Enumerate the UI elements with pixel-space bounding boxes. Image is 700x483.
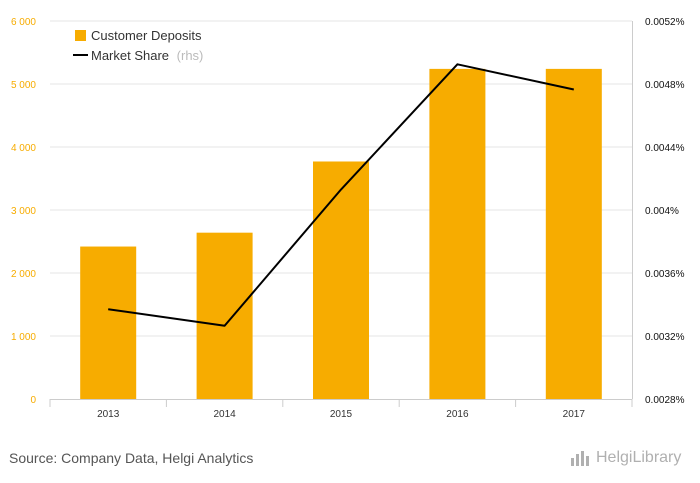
- legend-label-deposits: Customer Deposits: [91, 28, 202, 43]
- left-tick-label: 6 000: [11, 17, 36, 28]
- right-tick-label: 0.004%: [645, 206, 679, 217]
- bar-2017: [545, 68, 602, 399]
- right-tick-label: 0.0032%: [645, 332, 685, 343]
- left-tick-label: 3 000: [11, 206, 36, 217]
- bar-2016: [429, 68, 486, 399]
- chart: 2013 2014 2015 2016 2017 0 1 000 2 000 3 000 4 0…: [11, 17, 685, 420]
- left-axis: 0 1 000 2 000 3 000 4 000 5 000 6 000: [11, 17, 36, 406]
- right-tick-label: 0.0052%: [645, 17, 685, 28]
- left-tick-label: 5 000: [11, 80, 36, 91]
- brand-logo-text: HelgiLibrary: [596, 449, 682, 466]
- line-series: [108, 63, 575, 327]
- right-tick-label: 0.0036%: [645, 269, 685, 280]
- bar-2013: [80, 246, 137, 399]
- x-tick-label-2015: 2015: [330, 409, 353, 420]
- bars-logo-icon: [571, 451, 589, 466]
- x-tick-label-2016: 2016: [446, 409, 469, 420]
- x-tick-label-2014: 2014: [213, 409, 236, 420]
- legend-swatch-deposits: [75, 30, 86, 41]
- legend[interactable]: Customer Deposits Market Share (rhs): [73, 28, 203, 63]
- left-tick-label: 2 000: [11, 269, 36, 280]
- bar-2014: [196, 232, 253, 399]
- left-tick-label: 1 000: [11, 332, 36, 343]
- source-note: Source: Company Data, Helgi Analytics: [9, 450, 254, 466]
- brand-logo[interactable]: HelgiLibrary: [570, 449, 681, 467]
- right-tick-label: 0.0044%: [645, 143, 685, 154]
- right-tick-label: 0.0048%: [645, 80, 685, 91]
- x-tick-label-2013: 2013: [97, 409, 120, 420]
- legend-label-market-share-suffix: (rhs): [177, 48, 204, 63]
- left-tick-label: 0: [30, 395, 36, 406]
- legend-label-market-share-name: Market Share: [91, 48, 169, 63]
- x-axis: 2013 2014 2015 2016 2017: [49, 399, 633, 420]
- right-tick-label: 0.0028%: [645, 395, 685, 406]
- left-tick-label: 4 000: [11, 143, 36, 154]
- bar-series: [80, 68, 602, 399]
- right-axis: 0.0028% 0.0032% 0.0036% 0.004% 0.0044% 0.0048…: [632, 17, 685, 406]
- x-tick-label-2017: 2017: [563, 409, 586, 420]
- legend-label-market-share: Market Share (rhs): [91, 48, 203, 63]
- bar-2015: [313, 161, 369, 399]
